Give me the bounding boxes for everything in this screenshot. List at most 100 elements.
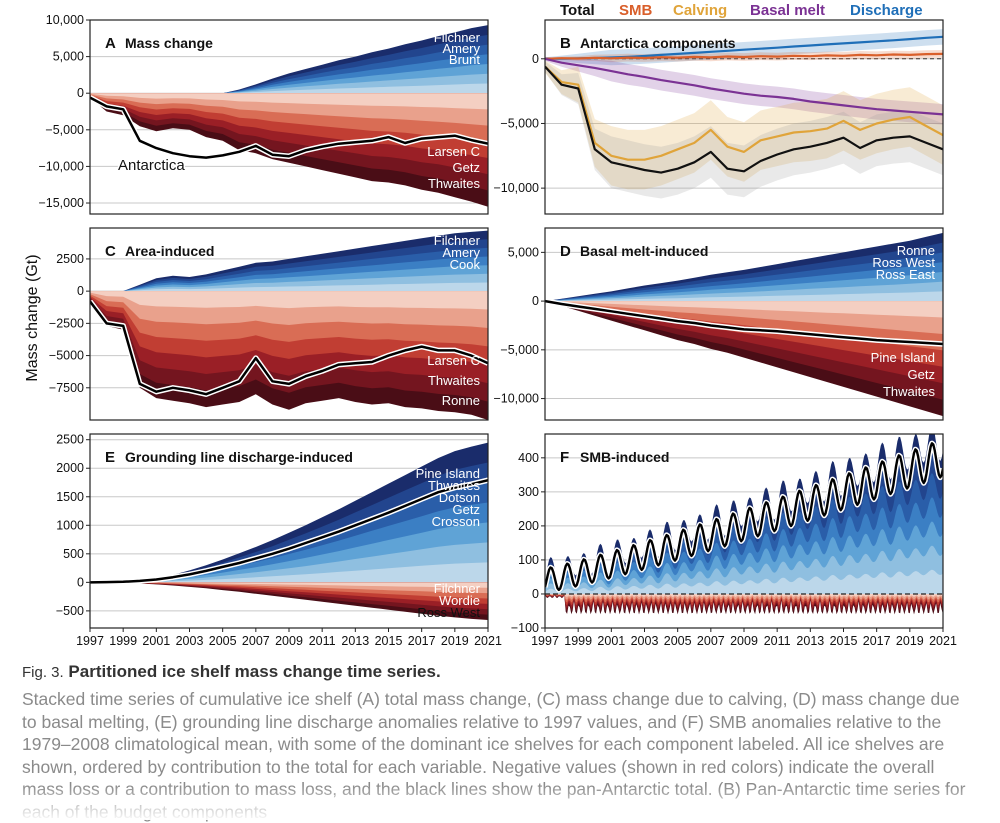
x-tick-label: 2009 xyxy=(730,634,758,648)
figure-canvas: Mass change (Gt) Total SMB Calving Basal… xyxy=(24,2,957,648)
shelf-label-positive: Amery xyxy=(442,245,480,260)
x-tick-label: 2007 xyxy=(697,634,725,648)
figure-caption: Fig. 3. Partitioned ice shelf mass chang… xyxy=(22,662,977,823)
shelf-label-positive: Getz xyxy=(453,502,480,517)
legend-calving: Calving xyxy=(673,2,727,19)
y-tick-label: 500 xyxy=(63,547,84,561)
negative-band-1 xyxy=(90,291,488,310)
panel-e-grounding-line-discharge: 2500 2000 1500 1000 500 0 −500 E Grounding line … xyxy=(56,433,489,629)
panel-d-basal-melt-induced: 5,000 0 −5,000 −10,000 D Basal melt-induced Ro… xyxy=(493,227,944,421)
panel-title: Antarctica components xyxy=(580,35,736,51)
x-tick-label: 2005 xyxy=(209,634,237,648)
total-line xyxy=(545,299,943,346)
series-line-total xyxy=(545,65,943,174)
y-tick-label: 0 xyxy=(532,52,539,66)
panel-plot-area xyxy=(90,230,488,420)
series-line-basal-melt xyxy=(545,57,943,116)
legend-discharge: Discharge xyxy=(850,2,923,19)
panel-title: Area-induced xyxy=(125,243,214,259)
y-tick-label: 2500 xyxy=(56,433,84,447)
y-tick-label: 1000 xyxy=(56,518,84,532)
shelf-label-negative: Larsen C xyxy=(427,144,480,159)
x-tick-label: 2015 xyxy=(375,634,403,648)
positive-band-1 xyxy=(90,562,488,583)
x-tick-label: 1999 xyxy=(564,634,592,648)
panel-letter: C xyxy=(105,243,116,260)
panel-letter: B xyxy=(560,35,571,52)
shelf-label-positive: Ross East xyxy=(876,267,936,282)
y-tick-label: 5,000 xyxy=(53,50,84,64)
panel-title: SMB-induced xyxy=(580,449,669,465)
x-tick-label: 2019 xyxy=(441,634,469,648)
shelf-label-positive: Pine Island xyxy=(416,466,480,481)
panel-border xyxy=(544,227,944,421)
y-tick-label: −5,000 xyxy=(45,123,84,137)
panel-plot-area xyxy=(545,434,943,615)
x-tick-label: 2011 xyxy=(764,634,791,648)
shelf-label-positive: Ronne xyxy=(897,243,935,258)
y-tick-label: 2000 xyxy=(56,461,84,475)
shelf-label-negative: Thwaites xyxy=(883,384,936,399)
panel-plot-area xyxy=(545,232,943,417)
shelf-label-positive: Brunt xyxy=(449,52,480,67)
y-tick-label: 300 xyxy=(518,485,539,499)
panel-title: Mass change xyxy=(125,35,213,51)
uncertainty-band-calving xyxy=(545,60,943,190)
x-tick-label: 2015 xyxy=(830,634,858,648)
x-tick-label: 2019 xyxy=(896,634,924,648)
positive-band-1 xyxy=(545,569,943,594)
y-tick-label: 10,000 xyxy=(46,13,84,27)
panel-title: Grounding line discharge-induced xyxy=(125,449,353,465)
shelf-label-negative: Thwaites xyxy=(428,176,481,191)
y-tick-label: 100 xyxy=(518,553,539,567)
y-tick-label: −5,000 xyxy=(500,343,539,357)
shelf-label-negative: Thwaites xyxy=(428,373,481,388)
x-tick-label: 2017 xyxy=(863,634,891,648)
y-tick-label: −500 xyxy=(56,604,84,618)
y-tick-label: −7500 xyxy=(49,381,84,395)
x-tick-label: 2003 xyxy=(631,634,659,648)
y-tick-label: −15,000 xyxy=(38,196,84,210)
panel-plot-area xyxy=(90,442,488,620)
x-tick-label: 2005 xyxy=(664,634,692,648)
y-tick-label: 0 xyxy=(532,587,539,601)
x-tick-label: 2007 xyxy=(242,634,270,648)
panel-b-antarctica-components: 0 −5,000 −10,000 B Antarctica components xyxy=(493,19,944,215)
x-tick-label: 1997 xyxy=(531,634,559,648)
positive-band-1 xyxy=(90,282,488,292)
shelf-label-positive: Crosson xyxy=(432,514,480,529)
x-tick-label: 2011 xyxy=(309,634,336,648)
legend-basal-melt: Basal melt xyxy=(750,2,825,19)
panel-letter: E xyxy=(105,449,115,466)
legend-b: Total SMB Calving Basal melt Discharge xyxy=(560,2,923,19)
y-tick-label: 0 xyxy=(77,575,84,589)
series-line-smb xyxy=(545,52,943,60)
legend-total: Total xyxy=(560,2,595,19)
x-tick-label: 2001 xyxy=(597,634,625,648)
caption-title-line: Fig. 3. Partitioned ice shelf mass chang… xyxy=(22,662,977,682)
y-tick-label: −10,000 xyxy=(38,159,84,173)
panel-c-area-induced: 2500 0 −2500 −5000 −7500 C Area-induced Filchne… xyxy=(49,227,489,421)
x-tick-label: 2021 xyxy=(474,634,502,648)
x-tick-label: 2001 xyxy=(142,634,170,648)
y-tick-label: −2500 xyxy=(49,316,84,330)
total-line xyxy=(90,300,488,396)
x-tick-label: 1999 xyxy=(109,634,137,648)
uncertainty-band-basal-melt xyxy=(545,56,943,125)
total-line xyxy=(90,478,488,584)
x-axis-right: 1997 1999 2001 2003 2005 2007 2009 2011 2013 2015… xyxy=(531,628,957,648)
y-tick-label: −100 xyxy=(511,621,539,635)
panel-letter: A xyxy=(105,35,116,52)
panel-border xyxy=(544,19,944,215)
shelf-label-negative: Wordie xyxy=(439,593,480,608)
y-tick-label: −10,000 xyxy=(493,392,539,406)
y-tick-label: 5,000 xyxy=(508,245,539,259)
positive-band-1 xyxy=(90,83,488,94)
negative-band-1 xyxy=(90,582,488,588)
panel-border xyxy=(89,227,489,421)
shelf-label-positive: Filchner xyxy=(434,233,481,248)
y-axis-label: Mass change (Gt) xyxy=(24,254,41,381)
total-line xyxy=(545,442,943,592)
panel-title: Basal melt-induced xyxy=(580,243,708,259)
panel-plot-area xyxy=(545,29,943,199)
